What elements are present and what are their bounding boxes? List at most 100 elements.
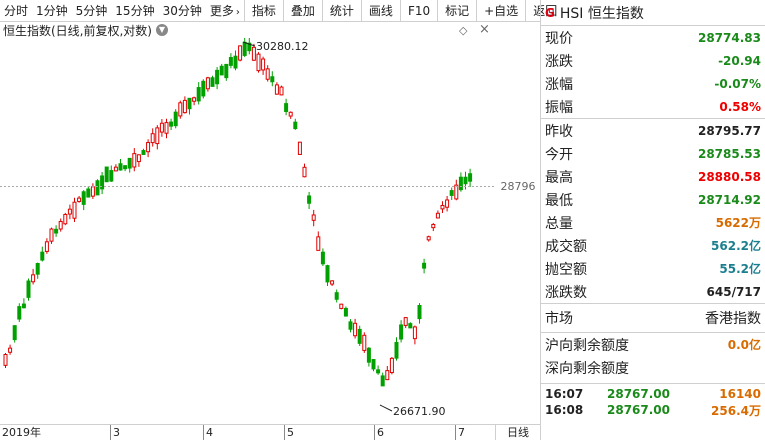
- candle-body: [242, 41, 247, 56]
- stat-label: 今开: [545, 146, 573, 163]
- market-row: 市场 香港指数: [541, 304, 765, 332]
- panel-divider: [540, 0, 541, 440]
- diamond-icon[interactable]: ◇: [459, 24, 468, 37]
- period-tab-30min[interactable]: 30分钟: [162, 3, 202, 18]
- statistics-button[interactable]: 统计: [321, 0, 361, 22]
- candle-body: [44, 241, 49, 252]
- quote-row-price: 现价 28774.83: [541, 26, 765, 49]
- candle-body: [417, 305, 422, 320]
- quote-value: 0.58%: [719, 99, 761, 114]
- candle-body: [141, 150, 146, 155]
- quote-row-amplitude: 振幅 0.58%: [541, 95, 765, 118]
- candle-body: [320, 251, 325, 265]
- candle-body: [412, 326, 417, 340]
- divider: [541, 383, 765, 384]
- candle-body: [35, 263, 40, 275]
- candle-body: [376, 369, 381, 374]
- candle-body: [256, 53, 261, 72]
- stat-value: 28795.77: [697, 123, 761, 138]
- close-icon[interactable]: ×: [479, 22, 490, 37]
- chevron-right-icon: ›: [235, 6, 240, 18]
- candle-body: [366, 347, 371, 363]
- stat-label: 总量: [545, 215, 573, 232]
- candle-body: [334, 292, 339, 300]
- candle-body: [371, 359, 376, 370]
- candlestick-chart[interactable]: 30280.12 26671.90: [0, 38, 540, 424]
- candle-body: [224, 63, 229, 79]
- stat-row-short-selling: 抛空额 55.2亿: [541, 257, 765, 280]
- stat-row-turnover: 成交额 562.2亿: [541, 234, 765, 257]
- candle-body: [458, 176, 463, 191]
- candle-body: [182, 99, 187, 114]
- candle-body: [81, 191, 86, 205]
- indicator-button[interactable]: 指标: [243, 0, 283, 22]
- candle-body: [348, 321, 353, 330]
- quota-value: 0.0亿: [727, 338, 761, 352]
- period-tab-more[interactable]: 更多 ›: [206, 0, 244, 22]
- candle-body: [422, 262, 427, 269]
- candle-body: [155, 127, 160, 145]
- divider: [541, 332, 765, 333]
- candle-body: [67, 208, 72, 215]
- stat-row-low: 最低 28714.92: [541, 188, 765, 211]
- add-watchlist-button[interactable]: +自选: [476, 0, 525, 22]
- stat-value: 28785.53: [697, 146, 761, 161]
- candle-body: [187, 97, 192, 110]
- stat-row-prev-close: 昨收 28795.77: [541, 119, 765, 142]
- candle-body: [17, 306, 22, 320]
- stat-value: 5622万: [715, 216, 761, 230]
- tick-row: 16:07 28767.00 16140: [541, 386, 765, 402]
- period-tab-minute[interactable]: 分时: [4, 3, 29, 18]
- candle-body: [325, 265, 330, 283]
- candle-body: [159, 122, 164, 133]
- candle-body: [261, 58, 266, 71]
- period-tab-5min[interactable]: 5分钟: [75, 3, 108, 18]
- quote-row-change-pct: 涨幅 -0.07%: [541, 72, 765, 95]
- candle-body: [316, 236, 321, 251]
- quote-label: 振幅: [545, 99, 573, 116]
- quota-label: 沪向剩余额度: [545, 337, 629, 354]
- stat-row-advance-decline: 涨跌数 645/717: [541, 280, 765, 303]
- candle-body: [385, 370, 390, 381]
- candle-body: [426, 236, 431, 241]
- candle-body: [58, 220, 63, 230]
- period-indicator[interactable]: 日线: [495, 425, 540, 440]
- candle-body: [219, 65, 224, 76]
- candle-body: [31, 274, 36, 283]
- period-tab-15min[interactable]: 15分钟: [115, 3, 155, 18]
- candle-body: [123, 165, 128, 170]
- high-price-label: 30280.12: [256, 40, 309, 53]
- candle-body: [343, 307, 348, 317]
- candle-body: [86, 188, 91, 198]
- overlay-button[interactable]: 叠加: [282, 0, 322, 22]
- chevron-down-icon[interactable]: ▼: [156, 24, 168, 36]
- draw-line-button[interactable]: 画线: [360, 0, 400, 22]
- back-button[interactable]: 返回: [525, 0, 564, 22]
- candle-body: [40, 251, 45, 261]
- candle-body: [3, 353, 8, 366]
- candle-body: [431, 223, 436, 229]
- quote-label: 现价: [545, 30, 573, 47]
- candle-body: [288, 111, 293, 117]
- stat-label: 最高: [545, 169, 573, 186]
- stat-value: 645/717: [706, 284, 761, 299]
- candle-body: [164, 122, 169, 134]
- candle-body: [399, 324, 404, 340]
- candle-body: [302, 166, 307, 178]
- candle-body: [435, 212, 440, 219]
- stat-row-open: 今开 28785.53: [541, 142, 765, 165]
- current-price-axis-label: 28796: [500, 180, 536, 193]
- f10-button[interactable]: F10: [399, 0, 437, 22]
- candle-body: [445, 199, 450, 208]
- candle-body: [113, 166, 118, 172]
- stat-label: 成交额: [545, 238, 587, 255]
- quote-value: -20.94: [718, 53, 761, 68]
- candle-body: [389, 357, 394, 374]
- candle-body: [353, 322, 358, 337]
- stat-value: 562.2亿: [711, 239, 761, 253]
- candle-body: [293, 121, 298, 130]
- period-tab-1min[interactable]: 1分钟: [36, 3, 68, 18]
- mark-button[interactable]: 标记: [437, 0, 476, 22]
- tick-time: 16:07: [545, 387, 584, 401]
- candle-body: [297, 141, 302, 155]
